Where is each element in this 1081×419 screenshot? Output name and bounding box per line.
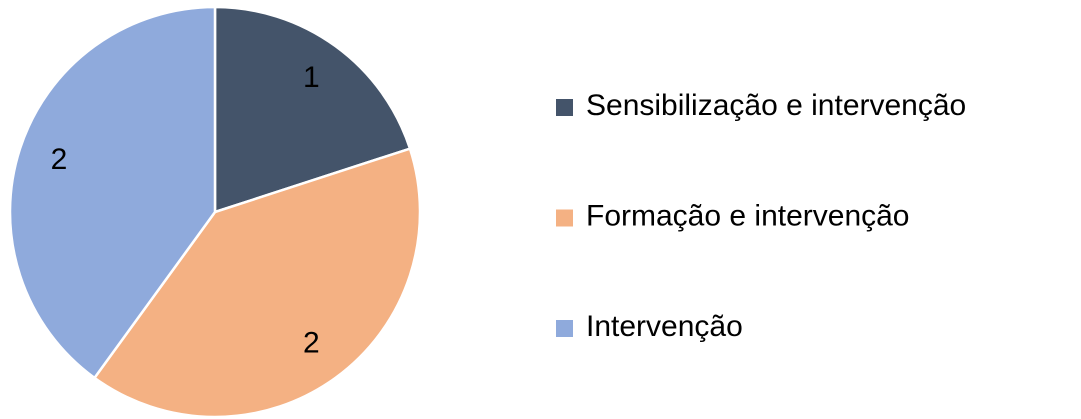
legend-label: Intervenção <box>586 310 743 343</box>
legend-label: Sensibilização e intervenção <box>586 89 966 122</box>
legend-swatch <box>556 209 573 227</box>
data-label: 2 <box>51 143 68 176</box>
pie-slice <box>213 5 412 214</box>
data-label: 2 <box>303 327 320 360</box>
legend-swatch <box>556 320 573 337</box>
data-label: 1 <box>303 61 320 94</box>
pie-slice <box>92 147 422 419</box>
pie-slice <box>8 5 217 380</box>
legend-label: Formação e intervenção <box>586 199 910 232</box>
legend-swatch <box>556 99 573 116</box>
